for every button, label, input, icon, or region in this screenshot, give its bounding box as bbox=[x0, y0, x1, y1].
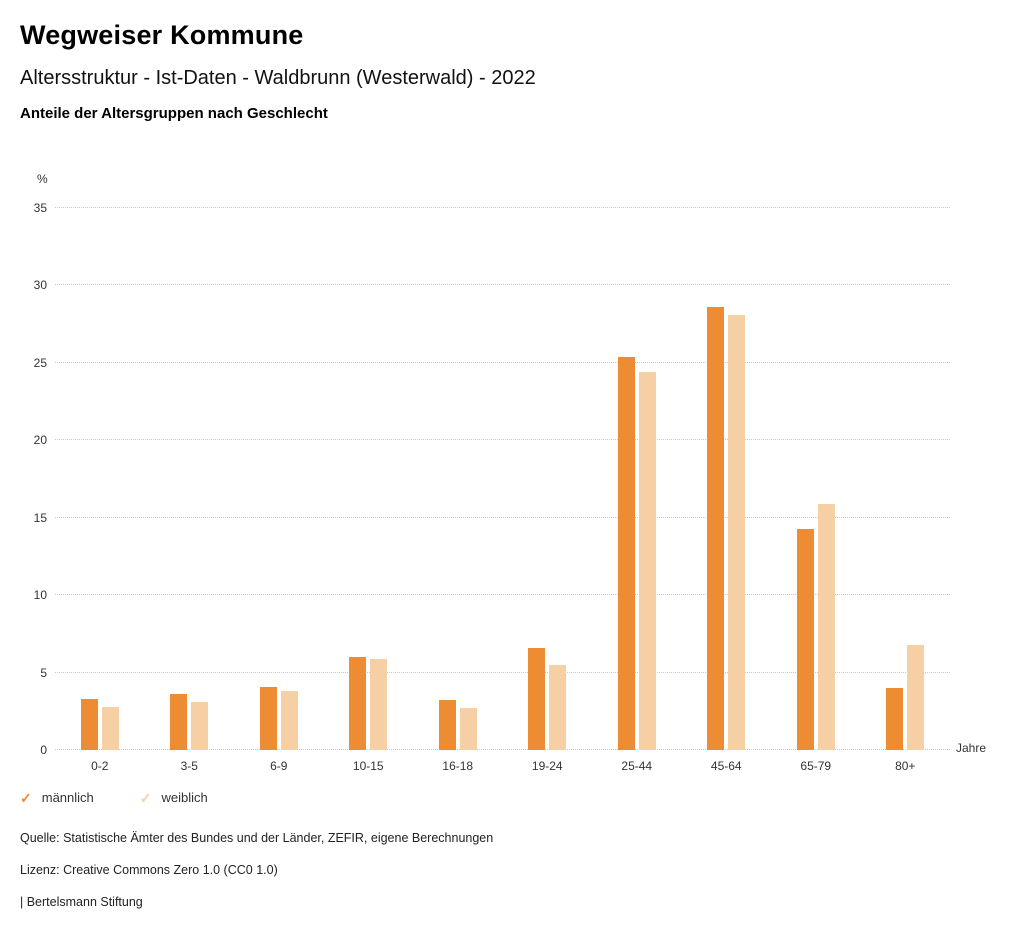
x-category-label: 10-15 bbox=[352, 759, 384, 773]
gridline bbox=[55, 749, 950, 750]
bar-weiblich bbox=[728, 314, 746, 750]
x-category-label: 16-18 bbox=[442, 759, 474, 773]
bar-maennlich bbox=[528, 647, 546, 750]
bar-maennlich bbox=[80, 698, 98, 750]
bar-weiblich bbox=[191, 702, 209, 750]
bar-maennlich bbox=[886, 688, 904, 750]
bar-group: 0-2 bbox=[80, 698, 119, 773]
bar-group: 65-79 bbox=[796, 503, 835, 773]
bar-maennlich bbox=[259, 686, 277, 750]
chart-subtitle: Altersstruktur - Ist-Daten - Waldbrunn (… bbox=[20, 67, 536, 89]
bar-maennlich bbox=[170, 694, 188, 750]
legend-label: weiblich bbox=[161, 790, 208, 805]
gridline bbox=[55, 671, 950, 673]
x-category-label: 45-64 bbox=[710, 759, 742, 773]
bar-group: 6-9 bbox=[259, 686, 298, 773]
license-text: Lizenz: Creative Commons Zero 1.0 (CC0 1… bbox=[20, 863, 278, 877]
y-tick-label: 25 bbox=[33, 355, 47, 370]
x-category-label: 3-5 bbox=[180, 759, 198, 773]
bar-group: 25-44 bbox=[617, 356, 656, 773]
bar-groups: 0-2 3-5 6-9 10-15 16-18 19-24 25-44 45-64 65-79 8… bbox=[55, 208, 950, 773]
gridline bbox=[55, 594, 950, 596]
attribution-text: | Bertelsmann Stiftung bbox=[20, 895, 143, 909]
bar-weiblich bbox=[370, 658, 388, 750]
gridline bbox=[55, 361, 950, 363]
gridline bbox=[55, 439, 950, 441]
y-axis-unit-label: % bbox=[37, 172, 48, 186]
bar-group: 3-5 bbox=[170, 694, 209, 773]
y-tick-label: 35 bbox=[33, 201, 47, 215]
bar-maennlich bbox=[617, 356, 635, 750]
x-category-label: 25-44 bbox=[621, 759, 653, 773]
bar-maennlich bbox=[796, 528, 814, 750]
bar-chart-plot-area: % Jahre 0 5 10 15 20 25 30 35 0-2 3-5 6-9 10-15 16-1… bbox=[34, 172, 986, 773]
check-icon: ✓ bbox=[139, 789, 152, 806]
bar-group: 45-64 bbox=[707, 307, 746, 773]
x-category-label: 19-24 bbox=[531, 759, 563, 773]
bar-group: 10-15 bbox=[349, 657, 388, 773]
y-tick-label: 5 bbox=[40, 665, 47, 680]
x-category-label: 0-2 bbox=[91, 759, 109, 773]
y-tick-label: 0 bbox=[40, 743, 47, 757]
legend-item-maennlich[interactable]: ✓ männlich bbox=[20, 790, 94, 805]
page-title: Wegweiser Kommune bbox=[20, 20, 304, 50]
chart-legend: ✓ männlich ✓ weiblich bbox=[20, 790, 1004, 805]
bar-weiblich bbox=[907, 644, 925, 750]
bar-weiblich bbox=[549, 664, 567, 750]
source-text: Quelle: Statistische Ämter des Bundes un… bbox=[20, 831, 494, 845]
bar-maennlich bbox=[707, 307, 725, 750]
x-category-label: 80+ bbox=[895, 759, 916, 773]
legend-item-weiblich[interactable]: ✓ weiblich bbox=[140, 790, 208, 805]
bar-maennlich bbox=[349, 657, 367, 750]
y-tick-label: 15 bbox=[33, 510, 47, 525]
bar-group: 16-18 bbox=[438, 700, 477, 773]
gridline bbox=[55, 516, 950, 518]
bar-group: 19-24 bbox=[528, 647, 567, 773]
bar-weiblich bbox=[280, 691, 298, 750]
chart-footer: Quelle: Statistische Ämter des Bundes un… bbox=[20, 831, 1004, 909]
bar-weiblich bbox=[817, 503, 835, 750]
gridline bbox=[55, 284, 950, 286]
bar-weiblich bbox=[101, 706, 119, 750]
chart-heading: Anteile der Altersgruppen nach Geschlech… bbox=[20, 105, 328, 122]
legend-label: männlich bbox=[41, 790, 94, 805]
x-category-label: 65-79 bbox=[800, 759, 832, 773]
x-category-label: 6-9 bbox=[270, 759, 288, 773]
check-icon: ✓ bbox=[20, 789, 32, 806]
gridline bbox=[55, 207, 950, 208]
bar-group: 80+ bbox=[886, 644, 925, 773]
bar-weiblich bbox=[638, 372, 656, 750]
x-axis-unit-label: Jahre bbox=[956, 741, 987, 755]
y-tick-label: 20 bbox=[33, 433, 47, 448]
y-tick-label: 10 bbox=[33, 588, 47, 603]
bar-maennlich bbox=[438, 700, 456, 750]
bar-weiblich bbox=[459, 708, 477, 750]
y-tick-label: 30 bbox=[33, 278, 47, 293]
